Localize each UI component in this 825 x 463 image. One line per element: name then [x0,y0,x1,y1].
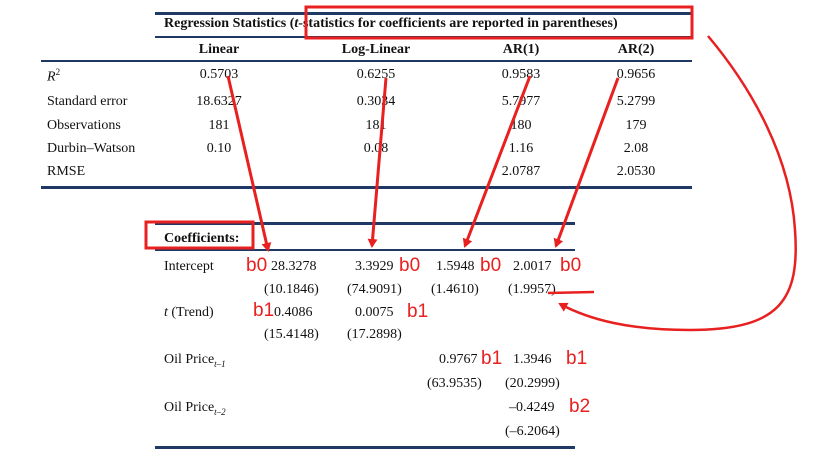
coef-label-oil-price-t1: Oil Pricet–1 [164,352,226,369]
cell-dw-ar1: 1.16 [508,141,534,156]
annotation-b0-loglinear: b0 [399,255,421,276]
coef-trend-loglinear: 0.0075 [355,305,394,320]
tstat-oil1-ar2: (20.2999) [505,376,560,391]
coef-top-rule [155,222,575,225]
col-header-ar2: AR(2) [617,42,655,57]
tstat-oil2-ar2: (–6.2064) [505,424,560,439]
coef-oil1-ar1: 0.9767 [439,352,478,367]
annotation-b2-ar2: b2 [569,396,591,417]
annotation-b1-linear: b1 [253,300,275,321]
coef-intercept-ar2: 2.0017 [513,259,552,274]
col-header-log-linear: Log-Linear [341,42,411,57]
annotation-box-header [304,5,694,40]
coef-label-intercept: Intercept [164,259,214,274]
coef-intercept-ar1: 1.5948 [436,259,475,274]
tstat-intercept-linear: (10.1846) [264,282,319,297]
top-rule [155,12,692,15]
annotation-b0-ar1: b0 [480,255,502,276]
annotation-b1-ar1: b1 [481,348,503,369]
tstat-trend-linear: (15.4148) [264,327,319,342]
cell-rmse-ar1: 2.0787 [501,164,541,179]
coef-oil1-ar2: 1.3946 [513,352,552,367]
annotation-curve-arrow [558,35,797,332]
tstat-intercept-loglinear: (74.9091) [347,282,402,297]
cell-se-linear: 18.6327 [196,94,242,109]
annotation-arrow-ar1 [462,75,532,248]
coef-oil2-ar2: –0.4249 [509,400,555,415]
tstat-oil1-ar1: (63.9535) [427,376,482,391]
regression-statistics-title: Regression Statistics (t-statistics for … [164,16,618,31]
row-label-durbin-watson: Durbin–Watson [47,141,136,156]
col-header-ar1: AR(1) [502,42,540,57]
cell-dw-linear: 0.10 [206,141,232,156]
cell-dw-ar2: 2.08 [623,141,649,156]
coef-label-trend: t (Trend) [164,305,214,320]
annotation-arrow-ar2 [553,77,620,248]
coef-label-oil-price-t2: Oil Pricet–2 [164,400,226,417]
row-label-rmse: RMSE [47,164,86,179]
annotation-b1-loglinear: b1 [407,301,429,322]
col-header-linear: Linear [198,42,240,57]
annotation-box-coefficients [144,220,255,250]
annotation-arrow-linear [226,75,272,252]
row-label-observations: Observations [47,118,121,133]
tstat-intercept-ar1: (1.4610) [431,282,479,297]
column-header-rule [41,60,692,62]
coefficients-title: Coefficients: [164,231,240,246]
cell-obs-linear: 181 [208,118,230,133]
annotation-b1-ar2: b1 [566,348,588,369]
coef-intercept-loglinear: 3.3929 [355,259,394,274]
tstat-intercept-ar2: (1.9957) [508,282,556,297]
coef-trend-linear: 0.4086 [274,305,313,320]
annotation-b0-linear: b0 [246,255,268,276]
cell-se-ar2: 5.2799 [616,94,656,109]
row-label-r-squared: R2 [47,67,61,85]
coef-header-rule [155,249,575,251]
cell-obs-ar2: 179 [625,118,647,133]
cell-r2-ar2: 0.9656 [616,67,656,82]
annotation-tick-line [547,290,595,295]
top-table-bottom-rule [41,186,692,189]
cell-rmse-ar2: 2.0530 [616,164,656,179]
coef-bottom-rule [155,446,575,449]
annotation-arrow-loglinear [367,77,388,248]
annotation-b0-ar2: b0 [560,255,582,276]
cell-obs-ar1: 180 [510,118,532,133]
cell-dw-loglinear: 0.08 [363,141,389,156]
tstat-trend-loglinear: (17.2898) [347,327,402,342]
coef-intercept-linear: 28.3278 [271,259,317,274]
row-label-standard-error: Standard error [47,94,128,109]
